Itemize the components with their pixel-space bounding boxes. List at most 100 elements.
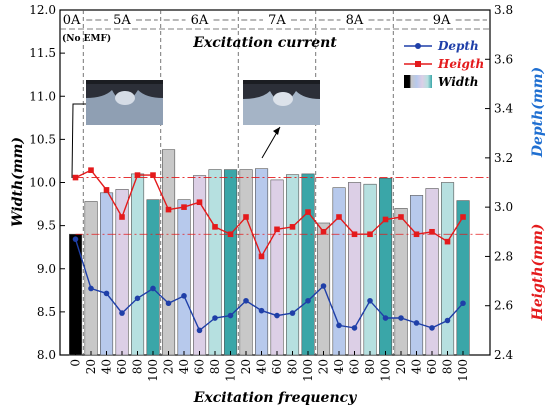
heigth-point — [196, 199, 203, 206]
x-tick-label: 20 — [317, 359, 331, 374]
left-tick-label: 8.5 — [37, 305, 56, 319]
depth-point — [196, 327, 203, 334]
depth-point — [367, 297, 373, 304]
group-labels: 0A 5A 6A 7A 8A 9A (No EMF) — [62, 13, 487, 44]
x-tick-label: 80 — [208, 359, 222, 374]
depth-point — [72, 236, 79, 242]
left-tick-label: 12.0 — [29, 3, 56, 17]
depth-point — [413, 320, 420, 326]
x-axis: 0 20 40 60 80 100 20 40 60 80 100 20 40 60 80 100 20 40 60… — [69, 351, 470, 382]
width-bars — [69, 149, 470, 356]
width-bar — [316, 222, 331, 356]
width-bar — [100, 192, 114, 356]
heigth-point — [336, 214, 342, 220]
heigth-point — [398, 214, 404, 220]
left-axis: 8.0 8.5 9.0 9.5 10.0 10.5 11.0 11.5 12.0 — [29, 3, 65, 362]
left-tick-label: 9.0 — [37, 262, 56, 276]
left-tick-label: 8.0 — [37, 348, 56, 362]
micrograph-inset-7a — [243, 80, 320, 125]
legend-heigth-marker — [415, 61, 421, 67]
x-tick-label: 100 — [224, 359, 238, 382]
depth-point — [227, 312, 234, 319]
y-axis-title-right-heigth: Heigth(mm) — [530, 224, 546, 322]
legend-width-swatch — [404, 75, 432, 88]
right-tick-label: 2.4 — [494, 348, 513, 362]
width-bar — [394, 208, 408, 356]
depth-point — [444, 317, 451, 324]
depth-point — [274, 312, 280, 319]
heigth-point — [134, 172, 141, 178]
width-bar — [378, 177, 393, 356]
x-tick-label: 40 — [410, 359, 424, 374]
legend-depth-marker — [415, 43, 421, 49]
depth-point — [212, 315, 218, 321]
width-bar — [84, 201, 98, 356]
heigth-point — [227, 231, 234, 238]
width-bar — [409, 195, 424, 356]
x-tick-label: 20 — [162, 359, 176, 374]
legend: Depth Heigth Width — [404, 39, 484, 89]
series-lines — [72, 167, 466, 334]
x-tick-label: 40 — [255, 359, 269, 374]
heigth-point — [351, 231, 358, 238]
depth-point — [119, 310, 125, 316]
heigth-point — [258, 253, 265, 260]
x-tick-label: 100 — [301, 359, 315, 382]
x-tick-label: 20 — [84, 359, 98, 374]
right-tick-label: 2.8 — [494, 249, 513, 263]
heigth-point — [150, 172, 156, 178]
inset-arrowhead-7a — [273, 127, 280, 135]
micrograph-inset-5a — [86, 80, 163, 125]
heigth-point — [103, 187, 110, 193]
x-tick-label: 80 — [286, 359, 300, 374]
x-tick-label: 80 — [131, 359, 145, 374]
heigth-point — [72, 174, 79, 181]
heigth-point — [382, 216, 389, 223]
x-tick-label: 40 — [100, 359, 114, 374]
reference-lines — [75, 177, 490, 235]
depth-point — [258, 307, 265, 314]
x-tick-label: 20 — [394, 359, 408, 374]
heigth-point — [429, 228, 435, 235]
right-tick-label: 3.0 — [494, 200, 513, 214]
width-bar — [255, 168, 269, 356]
heigth-point — [119, 214, 125, 220]
depth-point — [88, 285, 94, 292]
depth-point — [320, 283, 327, 289]
width-bar — [285, 174, 300, 356]
right-tick-label: 3.6 — [494, 52, 513, 66]
width-bar — [440, 182, 455, 356]
heigth-point — [320, 228, 327, 235]
header-title: Excitation current — [192, 35, 337, 51]
group-label: 7A — [268, 13, 286, 28]
x-tick-label: 100 — [379, 359, 393, 382]
depth-point — [150, 285, 156, 292]
x-tick-label: 100 — [456, 359, 470, 382]
y-axis-title-left: Width(mm) — [10, 137, 26, 227]
group-label: 9A — [433, 13, 451, 28]
heigth-point — [274, 226, 280, 233]
width-bar — [162, 149, 176, 356]
right-tick-label: 2.6 — [494, 299, 513, 313]
depth-point — [289, 310, 296, 316]
width-bar — [131, 173, 145, 356]
legend-depth: Depth — [437, 39, 479, 53]
group-separators — [60, 10, 490, 355]
heigth-point — [460, 214, 466, 220]
x-tick-label: 0 — [69, 359, 83, 367]
depth-point — [460, 300, 466, 307]
left-tick-label: 11.0 — [29, 89, 56, 103]
x-tick-label: 60 — [115, 359, 129, 374]
right-tick-label: 3.4 — [494, 102, 513, 116]
depth-point — [398, 315, 404, 321]
depth-point — [134, 295, 141, 302]
width-bar — [177, 199, 191, 356]
width-bar — [363, 183, 377, 356]
right-axis: 2.4 2.6 2.8 3.0 3.2 3.4 3.6 3.8 — [485, 3, 513, 362]
heigth-point — [289, 224, 296, 230]
width-bar — [146, 199, 160, 356]
left-tick-label: 11.5 — [29, 46, 56, 60]
x-axis-title: Excitation frequency — [193, 390, 357, 406]
x-tick-label: 80 — [363, 359, 377, 374]
